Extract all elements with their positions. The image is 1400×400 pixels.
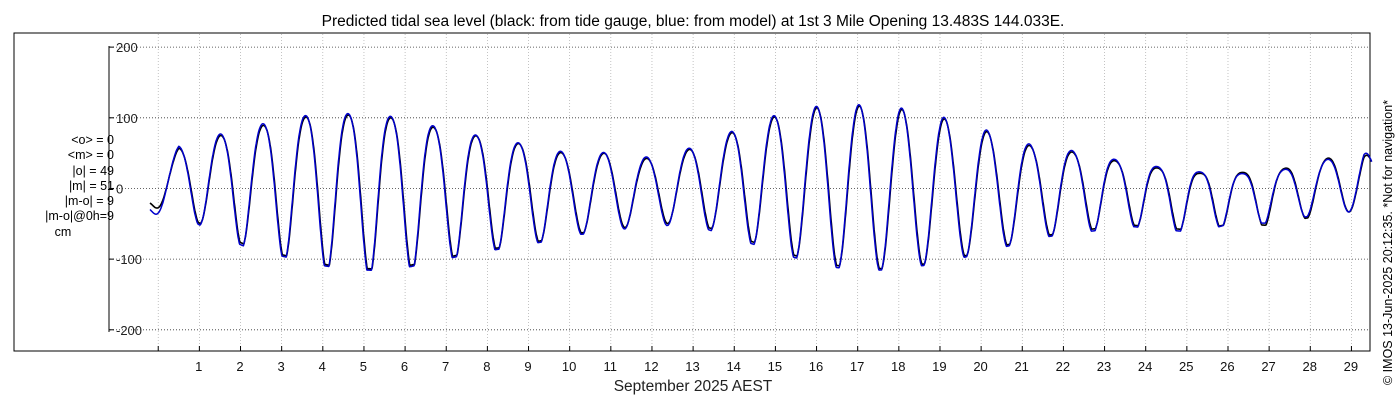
- grid-lines: [109, 34, 1370, 351]
- series-line-tide-gauge: [149, 105, 1373, 270]
- chart-title: Predicted tidal sea level (black: from t…: [322, 13, 1065, 30]
- y-tick-label: 100: [116, 111, 138, 126]
- x-tick-label: 7: [442, 359, 449, 374]
- x-tick-label: 17: [850, 359, 864, 374]
- stat-mean-obs: <o> = 0: [71, 133, 114, 147]
- stat-mean-model: <m> = 0: [67, 148, 114, 163]
- x-tick-labels: 1 2 3 4 5 6 7 8 9 10 11 12 13 14 15 16 17 18 19 20 21 22 23 24 2…: [195, 359, 1358, 374]
- x-tick-label: 15: [768, 359, 782, 374]
- y-tick-label: -100: [116, 252, 142, 267]
- x-tick-label: 29: [1344, 359, 1358, 374]
- x-tick-label: 20: [973, 359, 987, 374]
- x-axis-label: September 2025 AEST: [614, 378, 773, 395]
- x-tick-label: 26: [1220, 359, 1234, 374]
- stat-abs-diff-0h: |m-o|@0h=9: [45, 209, 114, 224]
- x-tick-label: 14: [726, 359, 740, 374]
- x-tick-label: 10: [562, 359, 576, 374]
- statistics-panel: <o> = 0 <m> = 0 |o| = 49 |m| = 51 |m-o| …: [20, 133, 114, 240]
- x-tick-label: 27: [1261, 359, 1275, 374]
- x-tick-label: 6: [401, 359, 408, 374]
- x-tick-label: 19: [932, 359, 946, 374]
- x-tick-label: 23: [1097, 359, 1111, 374]
- x-tick-label: 18: [891, 359, 905, 374]
- series-line-model: [149, 103, 1373, 271]
- copyright-note: © IMOS 13-Jun-2025 20:12:35. *Not for na…: [1381, 99, 1395, 385]
- y-tick-label: -200: [116, 323, 142, 338]
- x-tick-label: 11: [603, 359, 617, 374]
- x-tick-label: 9: [524, 359, 531, 374]
- x-tick-label: 24: [1138, 359, 1152, 374]
- x-tick-label: 12: [644, 359, 658, 374]
- stat-abs-diff: |m-o| = 9: [64, 194, 114, 209]
- series-lines: [149, 103, 1373, 271]
- stat-abs-model: |m| = 51: [68, 178, 114, 193]
- x-tick-label: 16: [809, 359, 823, 374]
- axes-frame: [13, 32, 1371, 352]
- x-tick-label: 28: [1302, 359, 1316, 374]
- stat-abs-obs: |o| = 49: [72, 163, 114, 178]
- x-tick-label: 5: [360, 359, 367, 374]
- x-tick-label: 25: [1179, 359, 1193, 374]
- x-tick-label: 13: [685, 359, 699, 374]
- x-tick-label: 1: [195, 359, 202, 374]
- x-tick-label: 4: [319, 359, 326, 374]
- y-tick-label: 0: [116, 181, 123, 196]
- x-tick-label: 8: [483, 359, 490, 374]
- y-tick-label: 200: [116, 40, 138, 55]
- x-tick-label: 3: [277, 359, 284, 374]
- x-tick-label: 21: [1014, 359, 1028, 374]
- y-tick-labels: -200 -100 0 100 200: [116, 40, 142, 338]
- x-tick-label: 22: [1056, 359, 1070, 374]
- x-tick-label: 2: [236, 359, 243, 374]
- stat-unit: cm: [54, 224, 72, 239]
